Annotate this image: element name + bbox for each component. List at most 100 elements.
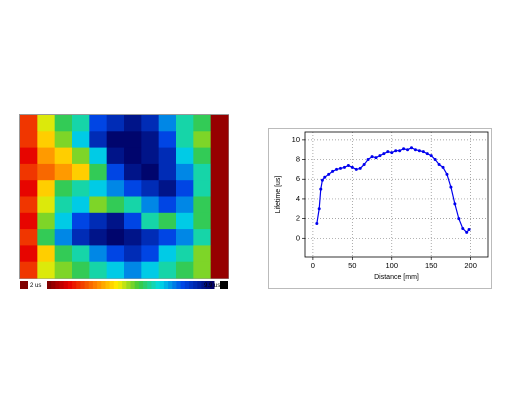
colorbar-step bbox=[51, 281, 56, 289]
y-tick-label: 2 bbox=[296, 214, 300, 223]
heat-cell bbox=[158, 147, 177, 165]
heat-cell bbox=[37, 212, 56, 230]
series-point bbox=[374, 156, 378, 160]
heat-cell bbox=[124, 131, 142, 149]
series-point bbox=[390, 151, 394, 155]
colorbar-step bbox=[47, 281, 52, 289]
heat-cell bbox=[20, 212, 38, 230]
series-point bbox=[445, 172, 449, 176]
heat-cell bbox=[20, 245, 38, 263]
heat-cell bbox=[158, 180, 177, 197]
heat-cell bbox=[89, 196, 108, 214]
x-tick-label: 50 bbox=[348, 261, 356, 270]
heat-cell bbox=[72, 229, 90, 246]
heat-cell bbox=[124, 115, 142, 132]
series-point bbox=[358, 166, 362, 170]
series-point bbox=[317, 207, 321, 211]
y-tick-label: 6 bbox=[296, 174, 300, 183]
heat-cell bbox=[20, 163, 38, 181]
heat-cell bbox=[210, 212, 229, 230]
heat-cell bbox=[124, 261, 142, 279]
series-point bbox=[402, 147, 406, 151]
colorbar-step bbox=[92, 281, 98, 289]
heat-cell bbox=[72, 180, 90, 197]
heat-cell bbox=[193, 115, 212, 132]
series-point bbox=[382, 152, 386, 156]
series-point bbox=[362, 162, 366, 166]
heat-cell bbox=[158, 212, 177, 230]
colorbar-step bbox=[67, 281, 73, 289]
heat-cell bbox=[176, 115, 194, 132]
heat-cell bbox=[20, 131, 38, 149]
heat-cell bbox=[89, 115, 108, 132]
heat-cell bbox=[89, 261, 108, 279]
colorbar-step bbox=[193, 281, 198, 289]
heat-cell bbox=[89, 245, 108, 263]
heat-cell bbox=[141, 212, 160, 230]
heat-cell bbox=[124, 163, 142, 181]
y-tick-label: 4 bbox=[296, 194, 300, 203]
colorbar-step bbox=[63, 281, 69, 289]
colorbar-step bbox=[122, 281, 127, 289]
heat-cell bbox=[37, 261, 56, 279]
colorbar-step bbox=[176, 281, 182, 289]
colorbar-step bbox=[55, 281, 61, 289]
heat-cell bbox=[72, 147, 90, 165]
heat-cell bbox=[176, 196, 194, 214]
heat-cell bbox=[37, 245, 56, 263]
y-tick-label: 0 bbox=[296, 233, 300, 242]
heat-cell bbox=[54, 115, 73, 132]
heat-cell bbox=[210, 180, 229, 197]
heat-cell bbox=[37, 115, 56, 132]
heat-cell bbox=[89, 212, 108, 230]
series-point bbox=[370, 155, 374, 159]
series-point bbox=[461, 226, 465, 230]
colorbar-step bbox=[188, 281, 194, 289]
heat-cell bbox=[106, 245, 125, 263]
heat-cell bbox=[176, 245, 194, 263]
colorbar-label: 2 us bbox=[30, 283, 41, 289]
colorbar-step bbox=[143, 281, 148, 289]
heat-cell bbox=[193, 229, 212, 246]
heat-cell bbox=[37, 196, 56, 214]
chart-frame bbox=[268, 128, 492, 289]
heat-cell bbox=[89, 229, 108, 246]
heat-cell bbox=[141, 229, 160, 246]
heat-cell bbox=[124, 245, 142, 263]
heat-cell bbox=[37, 229, 56, 246]
heat-cell bbox=[72, 163, 90, 181]
series-point bbox=[437, 162, 441, 166]
heat-cell bbox=[20, 115, 38, 132]
heat-cell bbox=[37, 147, 56, 165]
heat-cell bbox=[20, 180, 38, 197]
y-tick-label: 8 bbox=[296, 155, 300, 164]
heat-cell bbox=[210, 261, 229, 279]
series-point bbox=[378, 154, 382, 158]
heat-cell bbox=[193, 212, 212, 230]
heat-cell bbox=[37, 163, 56, 181]
heat-cell bbox=[210, 196, 229, 214]
heat-cell bbox=[54, 261, 73, 279]
heat-cell bbox=[106, 147, 125, 165]
series-point bbox=[331, 169, 335, 173]
series-point bbox=[425, 152, 429, 156]
plot-frame bbox=[304, 131, 489, 258]
heat-cell bbox=[54, 180, 73, 197]
series-point bbox=[421, 150, 425, 154]
heat-cell bbox=[158, 229, 177, 246]
heat-cell bbox=[54, 147, 73, 165]
heat-cell bbox=[141, 196, 160, 214]
heat-cell bbox=[54, 196, 73, 214]
heat-cell bbox=[72, 261, 90, 279]
colorbar-step bbox=[205, 281, 211, 289]
colorbar-high bbox=[220, 281, 228, 289]
heat-cell bbox=[72, 196, 90, 214]
heat-cell bbox=[54, 131, 73, 149]
heat-cell bbox=[124, 196, 142, 214]
series-point bbox=[465, 230, 469, 234]
heat-cell bbox=[54, 212, 73, 230]
heat-cell bbox=[141, 163, 160, 181]
series-point bbox=[335, 167, 339, 171]
